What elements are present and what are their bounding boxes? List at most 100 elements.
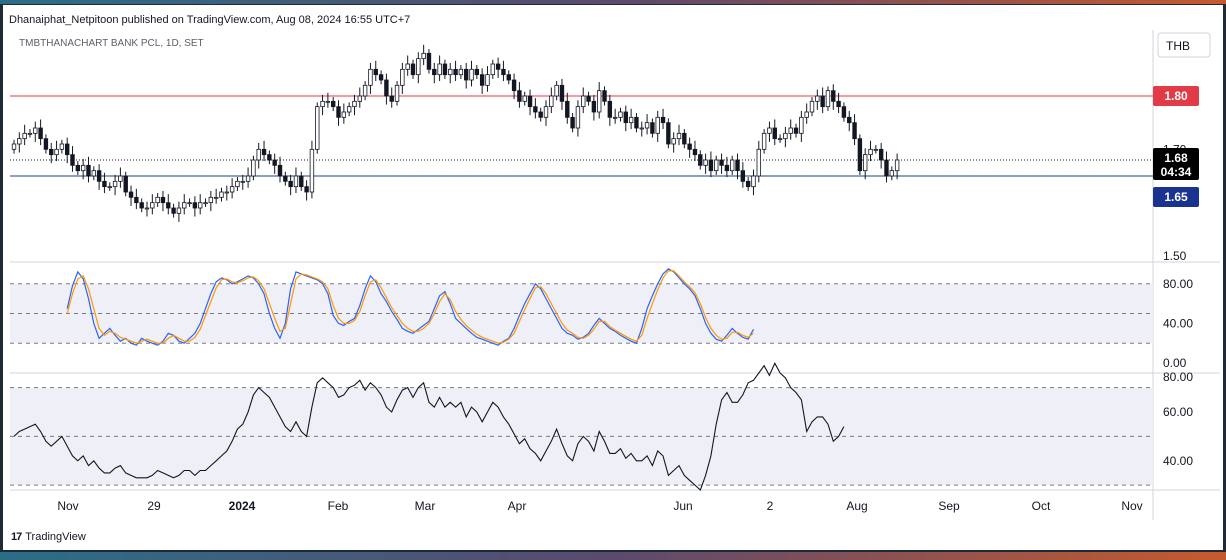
price-candle <box>559 78 565 110</box>
candle-body <box>799 116 804 134</box>
candle-body <box>570 116 575 129</box>
candle-body <box>724 164 730 172</box>
candle-body <box>17 138 22 145</box>
time-axis-label: 2 <box>767 499 774 513</box>
price-candle <box>495 57 501 78</box>
candle-body <box>432 68 437 76</box>
candle-body <box>857 138 863 172</box>
candle-body <box>607 100 613 118</box>
price-candle <box>283 171 288 186</box>
price-candle <box>160 190 166 212</box>
candle-body <box>894 159 900 172</box>
price-candle <box>416 52 421 84</box>
price-scale-label: 1.50 <box>1163 249 1187 263</box>
candle-body <box>591 100 597 113</box>
candle-body <box>660 116 666 124</box>
candle-body <box>634 116 639 129</box>
price-candle <box>346 102 352 117</box>
price-candle <box>597 82 602 119</box>
stoch-scale-label: 0.00 <box>1163 356 1187 370</box>
price-candle <box>368 62 373 94</box>
price-candle <box>501 60 506 82</box>
price-candle <box>463 62 469 89</box>
price-candle <box>527 89 533 116</box>
candle-body <box>671 138 676 145</box>
candle-body <box>517 90 522 102</box>
price-candle <box>357 87 362 108</box>
price-candle <box>602 86 607 106</box>
candle-body <box>463 68 469 81</box>
candle-body <box>527 95 533 108</box>
price-candle <box>458 65 464 79</box>
candle-body <box>474 68 480 76</box>
price-candle <box>203 198 208 207</box>
candle-body <box>102 180 107 188</box>
candle-body <box>708 159 714 172</box>
price-candle <box>421 44 426 66</box>
price-candle <box>134 188 139 210</box>
price-candle <box>325 92 331 108</box>
candle-body <box>54 148 59 156</box>
tradingview-logo[interactable]: 17 TradingView <box>11 531 86 543</box>
candle-body <box>405 63 410 70</box>
price-candle <box>75 161 81 175</box>
currency-label: THB <box>1166 39 1190 53</box>
time-axis-label: 2024 <box>229 499 256 513</box>
price-candle <box>320 94 325 116</box>
candle-body <box>123 175 128 193</box>
candle-body <box>847 116 852 124</box>
price-candle <box>591 94 597 121</box>
price-candle <box>330 97 336 111</box>
stoch-d-line <box>66 270 754 344</box>
candle-body <box>240 180 245 183</box>
price-candle <box>687 137 692 158</box>
price-candle <box>437 55 442 82</box>
candle-body <box>490 63 495 76</box>
price-candle <box>150 194 155 215</box>
price-candle <box>448 62 453 84</box>
candle-body <box>43 138 49 150</box>
price-candle <box>543 100 549 126</box>
candle-body <box>245 175 251 182</box>
candle-body <box>219 191 224 198</box>
price-candle <box>660 108 666 130</box>
price-candle <box>634 113 639 133</box>
price-candle <box>479 68 485 94</box>
candle-body <box>330 100 336 108</box>
time-axis-label: Jun <box>673 499 692 513</box>
candle-body <box>394 84 400 102</box>
candle-body <box>11 143 17 150</box>
candle-body <box>299 175 304 188</box>
candle-body <box>703 159 708 166</box>
candle-body <box>714 159 719 172</box>
price-candle <box>772 119 777 146</box>
candle-body <box>346 106 352 113</box>
candle-body <box>134 196 139 204</box>
tradingview-logo-text: TradingView <box>25 531 86 543</box>
candle-body <box>213 196 219 199</box>
price-candle <box>804 103 809 124</box>
price-candle <box>841 102 847 122</box>
price-candle <box>618 107 623 122</box>
candle-body <box>559 84 565 102</box>
candle-body <box>416 58 421 76</box>
candle-body <box>533 106 538 113</box>
price-candle <box>22 124 27 146</box>
candle-body <box>628 116 634 124</box>
price-candle <box>676 124 682 146</box>
price-candle <box>43 134 49 154</box>
candle-body <box>772 127 777 140</box>
price-candle <box>730 155 735 175</box>
price-candle <box>102 172 107 194</box>
candle-body <box>437 63 442 76</box>
price-candle <box>868 140 873 162</box>
candle-body <box>49 148 54 156</box>
candle-body <box>873 148 879 151</box>
price-candle <box>719 153 724 174</box>
candle-body <box>687 143 692 150</box>
candle-body <box>166 202 171 209</box>
candle-body <box>554 84 559 97</box>
price-candle <box>400 62 405 94</box>
price-candle <box>240 174 245 190</box>
